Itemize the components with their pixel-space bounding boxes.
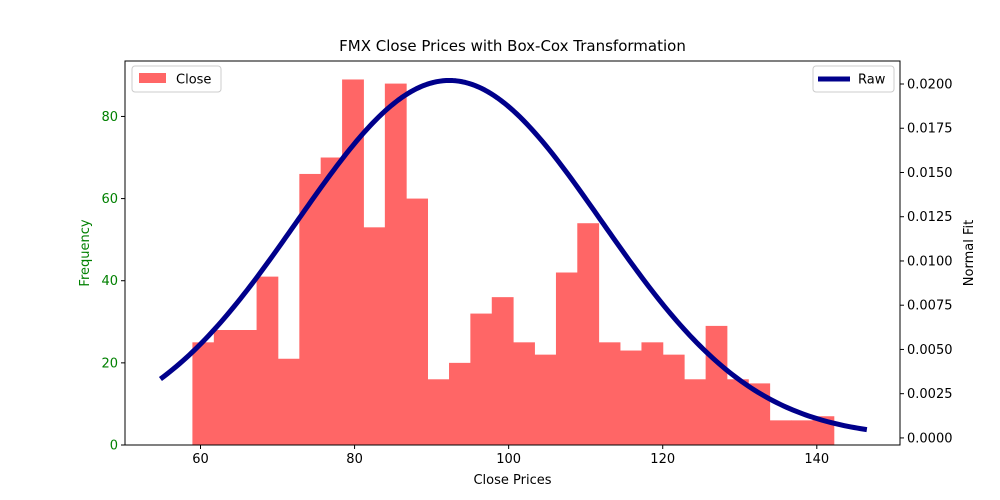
x-axis-ticks: 60 80 100 120 140 bbox=[192, 445, 829, 467]
y-right-axis-label: Normal Fit bbox=[962, 220, 977, 286]
y-right-tick-label: 0.0175 bbox=[907, 122, 953, 137]
y-right-tick-label: 0.0125 bbox=[907, 210, 953, 225]
y-right-axis-ticks: 0.0000 0.0025 0.0050 0.0075 0.0100 0.0125 0.01… bbox=[900, 78, 953, 446]
legend-right-label: Raw bbox=[858, 73, 886, 88]
legend-right-box bbox=[812, 65, 895, 93]
histogram-bar bbox=[662, 354, 685, 445]
histogram-bar bbox=[491, 297, 514, 445]
histogram-bar bbox=[620, 350, 642, 445]
histogram-bar bbox=[555, 272, 578, 445]
histogram-bar bbox=[470, 313, 493, 445]
histogram-bar bbox=[684, 379, 707, 445]
y-right-tick-label: 0.0025 bbox=[907, 387, 953, 402]
histogram-bar bbox=[256, 276, 279, 445]
histogram-bar bbox=[363, 227, 386, 445]
normal-fit-line bbox=[158, 77, 868, 433]
legend-left-swatch bbox=[139, 73, 166, 83]
y-left-tick-label: 20 bbox=[101, 356, 118, 371]
histogram-bar bbox=[513, 342, 535, 445]
histogram-bar bbox=[705, 325, 728, 445]
histogram-bar bbox=[299, 173, 322, 446]
histogram-bar bbox=[534, 354, 557, 445]
normal-fit-line-group bbox=[158, 77, 868, 433]
histogram-bar bbox=[213, 330, 236, 445]
histogram-bar bbox=[192, 342, 215, 445]
histogram-bar bbox=[641, 342, 664, 445]
y-left-tick-label: 80 bbox=[101, 110, 118, 125]
legend-left-box bbox=[131, 65, 222, 93]
histogram-bar bbox=[726, 379, 749, 445]
y-right-tick-label: 0.0075 bbox=[907, 299, 953, 314]
y-left-tick-label: 60 bbox=[101, 192, 118, 207]
legend-right: Raw bbox=[812, 65, 895, 93]
histogram-bar bbox=[598, 342, 621, 445]
histogram-bar bbox=[427, 379, 450, 445]
y-left-axis-label: Frequency bbox=[78, 219, 93, 286]
y-left-axis-ticks: 0 20 40 60 80 bbox=[101, 110, 125, 454]
x-tick-label: 80 bbox=[346, 452, 363, 467]
x-tick-label: 120 bbox=[650, 452, 675, 467]
histogram-bar bbox=[449, 362, 471, 445]
y-right-tick-label: 0.0050 bbox=[907, 343, 953, 358]
chart-title: FMX Close Prices with Box-Cox Transforma… bbox=[339, 37, 686, 55]
histogram-bars bbox=[192, 79, 835, 446]
histogram-bar bbox=[320, 157, 343, 445]
x-tick-label: 60 bbox=[192, 452, 209, 467]
y-right-tick-label: 0.0100 bbox=[907, 254, 953, 269]
y-right-tick-label: 0.0000 bbox=[907, 431, 953, 446]
x-tick-label: 140 bbox=[804, 452, 829, 467]
y-left-tick-label: 40 bbox=[101, 274, 118, 289]
histogram-bar bbox=[384, 83, 407, 446]
y-right-tick-label: 0.0200 bbox=[907, 78, 953, 93]
y-left-tick-label: 0 bbox=[110, 439, 118, 454]
legend-left-label: Close bbox=[176, 73, 211, 88]
histogram-bar bbox=[406, 198, 429, 445]
plot-frame bbox=[124, 60, 901, 446]
legend-left: Close bbox=[131, 65, 222, 93]
histogram-bar bbox=[769, 420, 792, 445]
x-axis-label: Close Prices bbox=[473, 473, 551, 488]
x-tick-label: 100 bbox=[496, 452, 521, 467]
histogram-bar bbox=[235, 330, 257, 445]
histogram-bar bbox=[577, 223, 600, 445]
histogram-bar bbox=[342, 79, 364, 445]
y-right-tick-label: 0.0150 bbox=[907, 166, 953, 181]
histogram-bar bbox=[791, 420, 813, 445]
histogram-bar bbox=[277, 358, 300, 445]
